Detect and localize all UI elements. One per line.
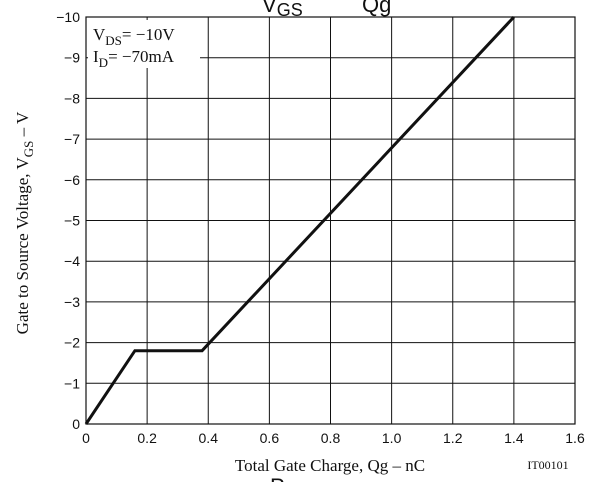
- plot-frame: [85, 16, 576, 425]
- series-group: [84, 15, 515, 425]
- y-tick-label: −10: [56, 9, 80, 25]
- annotation-background: [88, 20, 200, 68]
- x-tick-label: 0: [82, 430, 90, 446]
- x-tick-label: 1.4: [504, 430, 524, 446]
- y-tick-label: −1: [64, 375, 80, 391]
- annotation-vds: VDS= −10V: [93, 25, 175, 48]
- y-axis-title: Gate to Source Voltage, VGS – V: [13, 111, 36, 334]
- y-tick-label: −7: [64, 131, 80, 147]
- x-tick-label: 0.6: [260, 430, 280, 446]
- title-fragment-left: VGS: [262, 0, 303, 20]
- y-tick-label: 0: [72, 416, 80, 432]
- y-tick-label: −3: [64, 294, 80, 310]
- bottom-fragment: P: [270, 474, 285, 482]
- x-tick-label: 0.4: [199, 430, 219, 446]
- y-tick-label: −9: [64, 50, 80, 66]
- x-tick-label: 1.0: [382, 430, 402, 446]
- x-tick-labels: 0 0.2 0.4 0.6 0.8 1.0 1.2 1.4 1.6: [82, 430, 585, 446]
- y-tick-label: −6: [64, 172, 80, 188]
- figure-code: IT00101: [527, 458, 568, 472]
- y-tick-labels: 0 −1 −2 −3 −4 −5 −6 −7 −8 −9 −10: [56, 9, 80, 432]
- x-tick-label: 0.2: [137, 430, 157, 446]
- x-tick-label: 1.2: [443, 430, 463, 446]
- y-tick-label: −4: [64, 253, 80, 269]
- title-fragment-right: Qg: [362, 0, 391, 17]
- series-line: [84, 15, 515, 425]
- x-tick-label: 0.8: [321, 430, 341, 446]
- annotation-id: ID= −70mA: [93, 47, 175, 70]
- y-tick-label: −2: [64, 335, 80, 351]
- x-axis-title: Total Gate Charge, Qg – nC: [235, 456, 425, 475]
- grid: [86, 17, 575, 424]
- x-tick-label: 1.6: [565, 430, 585, 446]
- y-tick-label: −5: [64, 213, 80, 229]
- y-tick-label: −8: [64, 90, 80, 106]
